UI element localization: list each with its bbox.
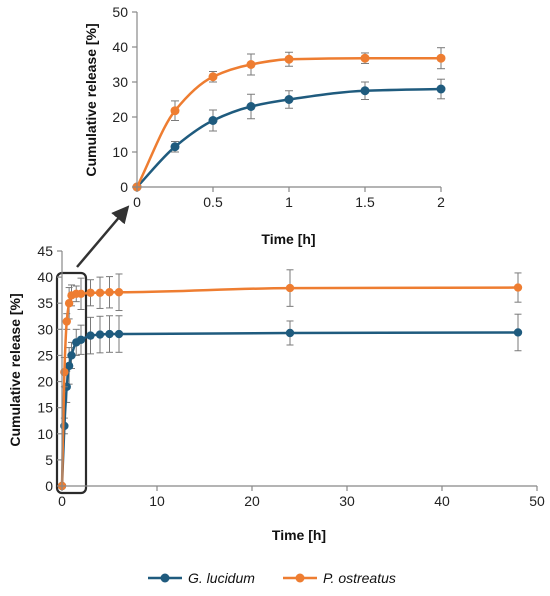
inset-data-point-p-ostreatus [436,53,446,63]
inset-data-point-p-ostreatus [360,53,370,63]
main-tick-labels: 0 10 20 30 40 50 0 5 10 15 20 25 30 35 40 45 [37,243,545,509]
inset-data-point-p-ostreatus [284,54,294,64]
inset-y-tick-label: 50 [112,4,128,20]
inset-y-tick-label: 20 [112,109,128,125]
main-y-tick-label: 20 [37,374,53,390]
main-data-point-p-ostreatus [513,283,523,292]
main-y-axis-title: Cumulative release [%] [7,293,23,446]
main-data-point-g-lucidum [105,329,114,339]
main-data-point-g-lucidum [76,335,86,344]
legend-item-p-ostreatus: P. ostreatus [283,570,396,586]
main-y-tick-label: 25 [37,347,53,363]
main-data-point-g-lucidum [513,328,523,337]
main-data-point-p-ostreatus [95,288,105,297]
inset-data-point-g-lucidum [284,95,294,104]
main-data-point-g-lucidum [64,361,74,371]
main-data-point-p-ostreatus [76,289,86,299]
main-y-tick-label: 5 [45,452,53,468]
zoom-arrow [76,205,130,268]
legend-marker-p-ostreatus [295,573,305,583]
main-y-tick-label: 40 [37,269,53,285]
main-data-point-p-ostreatus [62,317,71,326]
inset-x-tick-label: 2 [437,194,445,210]
main-data-point-g-lucidum [114,329,124,339]
main-x-tick-label: 0 [58,493,66,509]
inset-x-tick-label: 1.5 [355,194,375,210]
main-data-point-p-ostreatus [86,288,95,297]
main-x-tick-label: 40 [434,493,450,509]
inset-y-axis-title: Cumulative release [%] [83,23,99,176]
inset-axes [132,11,442,192]
main-y-tick-label: 35 [37,295,53,311]
main-data-point-g-lucidum [285,328,295,338]
main-data-point-p-ostreatus [114,288,124,297]
inset-data-point-g-lucidum [246,102,256,111]
inset-y-tick-label: 0 [120,179,128,195]
main-data-point-g-lucidum [67,351,76,360]
inset-series-layer [132,47,446,192]
main-x-tick-label: 10 [149,493,165,509]
main-data-point-g-lucidum [95,330,105,339]
zoom-highlight-box [55,271,88,495]
main-y-tick-label: 10 [37,426,53,442]
main-series-line-g-lucidum [60,331,519,487]
main-y-tick-label: 15 [37,400,53,416]
inset-series-g-lucidum [132,78,446,192]
legend: G. lucidum P. ostreatus [148,570,396,586]
inset-data-point-g-lucidum [208,116,218,125]
inset-series-line-p-ostreatus [135,56,441,188]
main-x-axis-title: Time [h] [272,527,326,543]
inset-data-point-g-lucidum [170,142,180,152]
main-axes [57,250,538,491]
legend-item-g-lucidum: G. lucidum [148,570,255,586]
main-data-point-g-lucidum [86,331,95,340]
main-chart: 0 10 20 30 40 50 0 5 10 15 20 25 30 35 40 45 Time [h] C… [7,243,545,543]
legend-label-p-ostreatus: P. ostreatus [323,570,396,586]
main-data-point-p-ostreatus [285,283,295,293]
main-x-tick-label: 50 [529,493,545,509]
main-data-point-p-ostreatus [105,288,114,297]
inset-series-p-ostreatus [132,47,446,192]
main-series-g-lucidum [57,313,523,491]
inset-x-tick-label: 0.5 [203,194,223,210]
inset-data-point-p-ostreatus [208,72,218,82]
inset-x-tick-label: 1 [285,194,293,210]
main-series-line-p-ostreatus [60,286,519,487]
inset-y-tick-label: 10 [112,144,128,160]
legend-marker-g-lucidum [160,573,170,583]
main-y-tick-label: 30 [37,321,53,337]
main-x-tick-label: 30 [339,493,355,509]
main-y-tick-label: 0 [45,478,53,494]
inset-y-tick-label: 40 [112,39,128,55]
inset-data-point-g-lucidum [360,86,370,96]
main-y-tick-label: 45 [37,243,53,259]
inset-data-point-p-ostreatus [170,106,180,116]
inset-x-axis-title: Time [h] [261,231,315,247]
legend-label-g-lucidum: G. lucidum [188,570,255,586]
main-series-layer [57,269,523,491]
main-series-p-ostreatus [57,269,523,491]
inset-data-point-g-lucidum [436,84,446,94]
main-data-point-p-ostreatus [64,299,74,308]
inset-x-tick-label: 0 [133,194,141,210]
inset-data-point-p-ostreatus [246,60,256,69]
inset-y-tick-label: 30 [112,74,128,90]
main-x-tick-label: 20 [244,493,260,509]
